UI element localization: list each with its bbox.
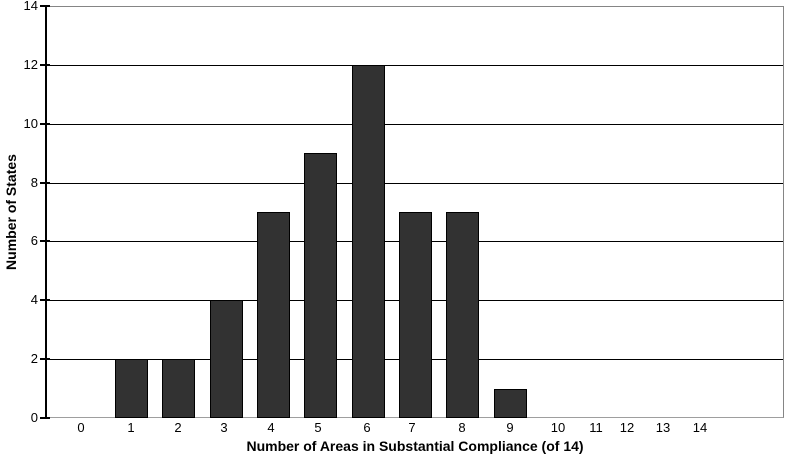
y-axis-tick [40, 299, 50, 301]
y-axis-line [45, 6, 47, 419]
bar [494, 389, 527, 418]
bar [115, 359, 148, 418]
y-tick-label: 14 [23, 0, 38, 13]
y-tick-label: 10 [23, 116, 38, 131]
bar [210, 300, 243, 418]
y-tick-label: 12 [23, 57, 38, 72]
x-tick-label: 5 [314, 420, 322, 435]
bar [257, 212, 290, 418]
bar [446, 212, 479, 418]
x-tick-label: 14 [692, 420, 708, 435]
y-tick-label: 2 [30, 351, 38, 366]
y-axis-tick [40, 417, 50, 419]
y-axis-tick [40, 123, 50, 125]
x-tick-label: 10 [550, 420, 566, 435]
y-tick-label: 8 [30, 175, 38, 190]
x-axis-title: Number of Areas in Substantial Complianc… [246, 438, 584, 454]
y-axis-tick [40, 64, 50, 66]
bar [399, 212, 432, 418]
y-axis-tick [40, 358, 50, 360]
y-tick-label: 4 [30, 292, 38, 307]
x-tick-label: 2 [174, 420, 182, 435]
x-tick-label: 6 [363, 420, 371, 435]
y-axis-tick [40, 240, 50, 242]
bar [304, 153, 337, 418]
y-axis-tick [40, 5, 50, 7]
x-tick-label: 4 [267, 420, 275, 435]
gridline [47, 65, 783, 66]
y-axis-tick [40, 182, 50, 184]
x-tick-label: 0 [77, 420, 85, 435]
x-tick-label: 7 [408, 420, 416, 435]
bar [352, 65, 385, 418]
x-tick-label: 13 [655, 420, 671, 435]
gridline [47, 183, 783, 184]
y-axis-title: Number of States [3, 154, 19, 270]
gridline [47, 124, 783, 125]
x-tick-label: 1 [127, 420, 135, 435]
y-tick-label: 6 [30, 233, 38, 248]
x-tick-label: 9 [506, 420, 514, 435]
x-tick-label: 11 [589, 420, 603, 435]
x-tick-label: 12 [619, 420, 635, 435]
x-tick-label: 3 [220, 420, 228, 435]
x-tick-label: 8 [458, 420, 466, 435]
bar [162, 359, 195, 418]
y-tick-label: 0 [30, 410, 38, 425]
